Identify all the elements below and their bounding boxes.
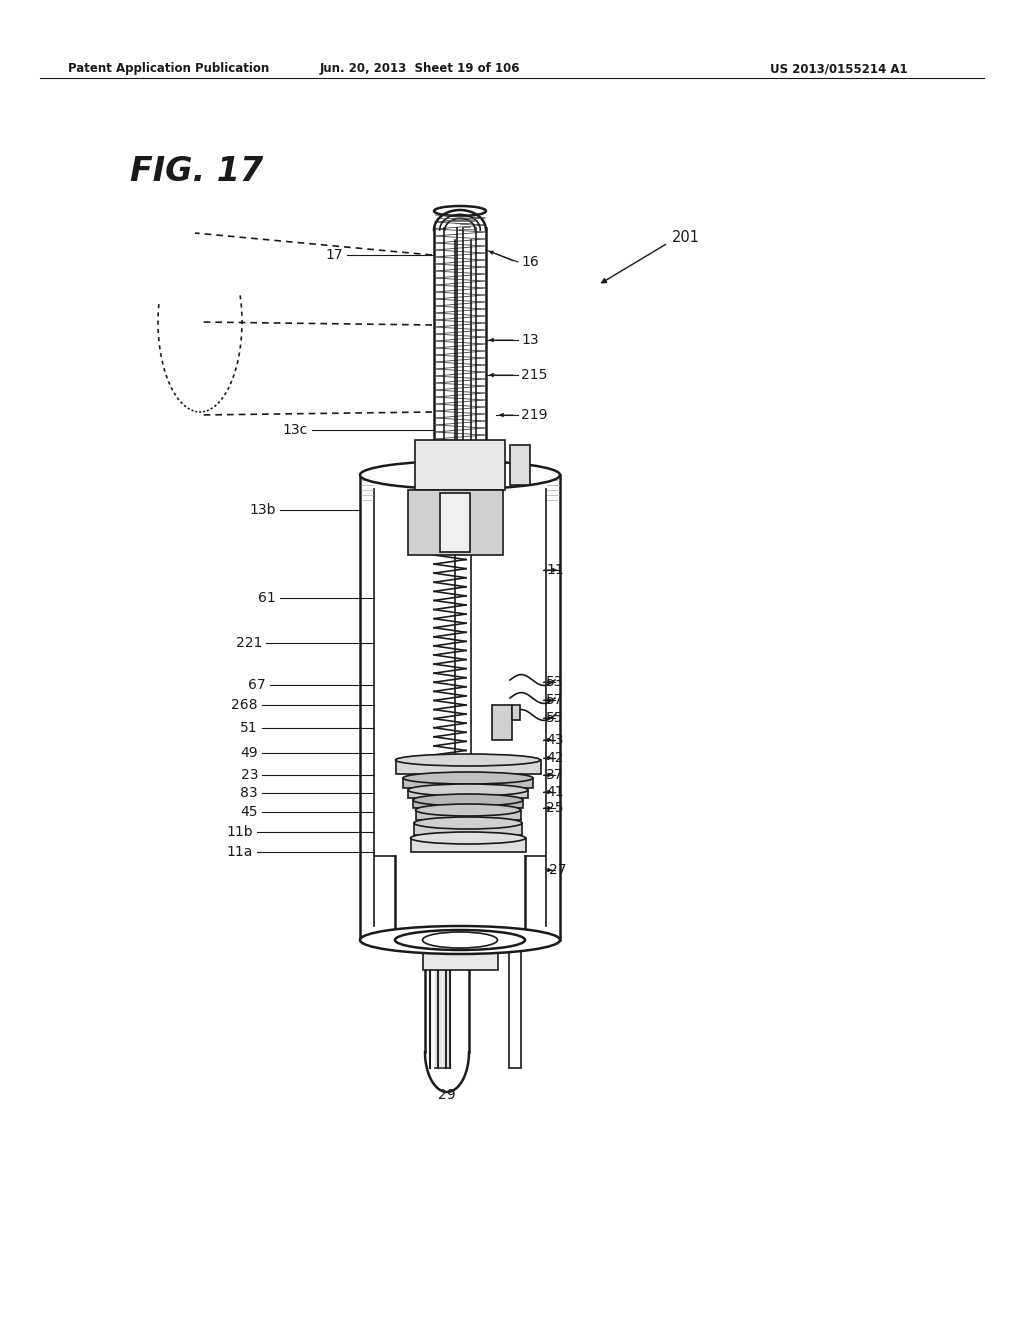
Text: 67: 67 [249, 678, 266, 692]
Text: 11a: 11a [226, 845, 253, 859]
Text: Jun. 20, 2013  Sheet 19 of 106: Jun. 20, 2013 Sheet 19 of 106 [319, 62, 520, 75]
Text: 221: 221 [236, 636, 262, 649]
Text: 49: 49 [241, 746, 258, 760]
Bar [414, 822, 522, 836]
Ellipse shape [423, 932, 498, 948]
Text: 16: 16 [521, 255, 539, 269]
Ellipse shape [395, 931, 525, 950]
Bar [415, 440, 505, 490]
Text: 13b: 13b [250, 503, 276, 517]
Bar [512, 705, 520, 719]
Text: 29: 29 [438, 1088, 456, 1102]
Bar [408, 490, 503, 554]
Bar [396, 760, 541, 774]
Bar [510, 445, 530, 484]
Bar [423, 940, 498, 970]
Bar [403, 777, 534, 788]
Bar [509, 931, 521, 1068]
Text: 51: 51 [241, 721, 258, 735]
Text: 41: 41 [546, 785, 563, 799]
Ellipse shape [414, 817, 522, 829]
Text: 83: 83 [241, 785, 258, 800]
Text: FIG. 17: FIG. 17 [130, 154, 263, 187]
Ellipse shape [395, 754, 541, 766]
Text: 61: 61 [258, 591, 276, 605]
Text: 215: 215 [521, 368, 548, 381]
Ellipse shape [360, 927, 560, 954]
Bar [492, 705, 512, 741]
Text: 37: 37 [546, 768, 563, 781]
Text: 13c: 13c [283, 422, 308, 437]
Text: 17: 17 [326, 248, 343, 261]
Text: 13: 13 [521, 333, 539, 347]
Bar [408, 789, 528, 799]
Text: 45: 45 [241, 805, 258, 818]
Text: 27: 27 [549, 863, 566, 876]
Text: 25: 25 [546, 801, 563, 814]
Text: 201: 201 [672, 231, 700, 246]
Text: Patent Application Publication: Patent Application Publication [68, 62, 269, 75]
Ellipse shape [360, 461, 560, 488]
Text: 11: 11 [546, 564, 564, 577]
Text: 268: 268 [231, 698, 258, 711]
Ellipse shape [416, 804, 520, 816]
Text: 53: 53 [546, 675, 563, 689]
Text: 23: 23 [241, 768, 258, 781]
Text: 11b: 11b [226, 825, 253, 840]
Ellipse shape [403, 772, 534, 784]
Bar [440, 492, 470, 552]
Ellipse shape [411, 832, 525, 843]
Bar [413, 800, 523, 808]
Text: 219: 219 [521, 408, 548, 422]
Bar [416, 810, 521, 820]
Text: 57: 57 [546, 693, 563, 708]
Bar [411, 838, 526, 851]
Ellipse shape [413, 795, 523, 807]
Text: US 2013/0155214 A1: US 2013/0155214 A1 [770, 62, 907, 75]
Text: 55: 55 [546, 711, 563, 725]
Text: 42: 42 [546, 751, 563, 766]
Text: 43: 43 [546, 733, 563, 747]
Ellipse shape [408, 784, 528, 796]
